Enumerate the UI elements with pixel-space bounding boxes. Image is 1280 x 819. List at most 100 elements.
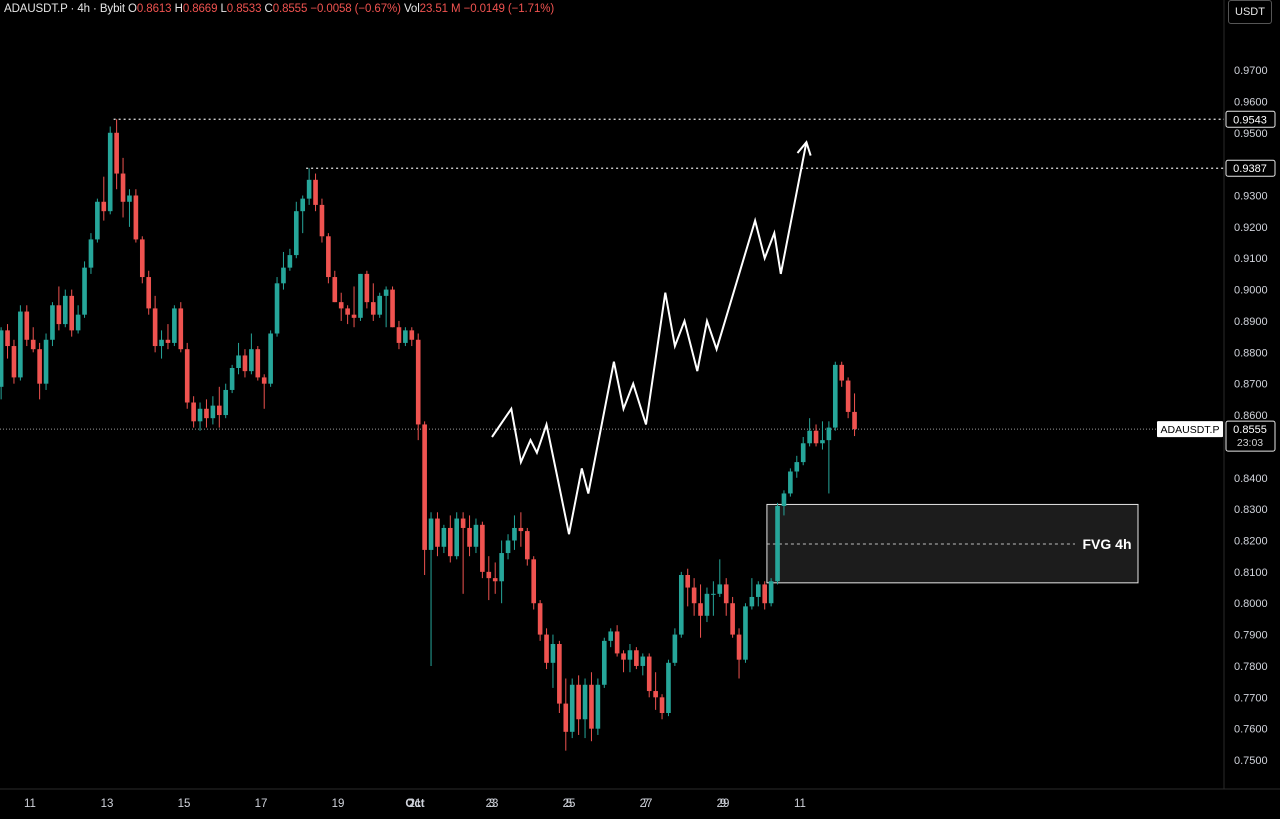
volume-label: Vol bbox=[403, 3, 420, 15]
candle bbox=[345, 305, 350, 325]
candle bbox=[0, 327, 4, 400]
candle-body bbox=[88, 239, 94, 268]
low-value: 0.8533 bbox=[226, 3, 262, 15]
candle-body bbox=[659, 697, 665, 713]
candle-body bbox=[345, 308, 350, 315]
candle bbox=[159, 330, 164, 359]
x-tick-label: 11 bbox=[794, 798, 806, 810]
candle bbox=[396, 320, 402, 350]
projection-arrowhead bbox=[796, 140, 812, 156]
candle-body bbox=[666, 662, 671, 713]
y-tick-label: 0.7600 bbox=[1234, 724, 1268, 736]
price-level-label-box bbox=[1225, 110, 1276, 128]
candle-body bbox=[640, 656, 646, 666]
candle bbox=[184, 342, 190, 409]
candle-countdown: 23:03 bbox=[1237, 437, 1263, 449]
x-tick-label: 15 bbox=[178, 798, 191, 810]
candle-body bbox=[229, 368, 235, 390]
candle-body bbox=[120, 173, 126, 202]
candle bbox=[191, 396, 196, 428]
candle-body bbox=[832, 364, 838, 428]
candle-body bbox=[390, 289, 395, 328]
candle bbox=[454, 512, 460, 560]
current-price-box bbox=[1225, 420, 1276, 452]
x-tick-label: 3 bbox=[489, 798, 495, 810]
x-tick-label: 7 bbox=[643, 798, 649, 810]
candle bbox=[107, 126, 113, 215]
candle bbox=[685, 568, 691, 607]
candle bbox=[281, 251, 286, 290]
y-tick-label: 0.9100 bbox=[1234, 253, 1268, 265]
candle bbox=[435, 512, 440, 557]
y-tick-label: 0.9200 bbox=[1234, 222, 1268, 234]
candle bbox=[512, 515, 517, 550]
candle bbox=[332, 270, 338, 303]
candle-body bbox=[50, 305, 55, 340]
candle bbox=[634, 647, 639, 670]
y-tick-label: 0.7800 bbox=[1234, 661, 1268, 673]
candle bbox=[390, 286, 395, 328]
candle bbox=[800, 437, 806, 466]
candle-body bbox=[550, 644, 556, 663]
x-tick-label: 11 bbox=[24, 798, 36, 810]
candle-body bbox=[37, 349, 42, 384]
x-tick-label: 25 bbox=[563, 798, 576, 810]
projection-path bbox=[491, 142, 808, 535]
candle-body bbox=[698, 603, 703, 616]
candle-body bbox=[807, 430, 812, 444]
candle bbox=[531, 556, 537, 610]
candle-body bbox=[313, 179, 318, 205]
candle-body bbox=[300, 198, 306, 212]
candle bbox=[743, 603, 748, 663]
candle-body bbox=[755, 584, 761, 597]
current-price-label: 0.8555 bbox=[1233, 424, 1267, 436]
candle-body bbox=[127, 195, 132, 202]
y-tick-label: 0.8400 bbox=[1234, 473, 1268, 485]
y-tick-label: 0.8800 bbox=[1234, 347, 1268, 359]
candle-body bbox=[634, 650, 639, 666]
candle-body bbox=[601, 640, 607, 685]
candle-body bbox=[704, 593, 710, 616]
candle bbox=[839, 361, 845, 387]
y-tick-label: 0.8300 bbox=[1234, 504, 1268, 516]
candle-body bbox=[480, 524, 485, 572]
candle-body bbox=[159, 339, 164, 347]
candle bbox=[820, 421, 825, 450]
candle-body bbox=[364, 273, 370, 303]
candle bbox=[18, 305, 23, 381]
y-tick-label: 0.7700 bbox=[1234, 692, 1268, 704]
candle-body bbox=[165, 339, 171, 343]
candle bbox=[569, 678, 575, 739]
currency-button[interactable]: USDT bbox=[1228, 0, 1272, 24]
y-tick-label: 0.8100 bbox=[1234, 567, 1268, 579]
candle bbox=[358, 273, 363, 321]
candle-body bbox=[537, 603, 543, 635]
close-value: 0.8555 bbox=[272, 3, 308, 15]
candle bbox=[711, 581, 716, 616]
y-tick-label: 0.9600 bbox=[1234, 96, 1268, 108]
candle-body bbox=[820, 440, 825, 444]
candle-body bbox=[338, 302, 344, 309]
candle-body bbox=[409, 330, 415, 340]
candle-body bbox=[326, 236, 331, 278]
candle bbox=[480, 521, 485, 579]
x-tick-label: 29 bbox=[717, 798, 730, 810]
candle-body bbox=[794, 462, 800, 472]
x-tick-label: 17 bbox=[255, 798, 268, 810]
symbol-title[interactable]: ADAUSDT.P · 4h · Bybit bbox=[4, 3, 125, 15]
candle-body bbox=[723, 584, 729, 604]
x-tick-label: 23 bbox=[486, 798, 499, 810]
candle bbox=[807, 418, 812, 447]
candle-body bbox=[563, 703, 569, 732]
candle bbox=[377, 292, 383, 318]
candle-body bbox=[178, 308, 184, 350]
y-tick-label: 0.9500 bbox=[1234, 128, 1268, 140]
candle-body bbox=[589, 684, 594, 729]
open-label: O bbox=[128, 3, 137, 15]
candle-body bbox=[11, 346, 17, 378]
candle bbox=[338, 292, 344, 321]
candle-body bbox=[152, 308, 158, 347]
candle-body bbox=[839, 364, 845, 381]
